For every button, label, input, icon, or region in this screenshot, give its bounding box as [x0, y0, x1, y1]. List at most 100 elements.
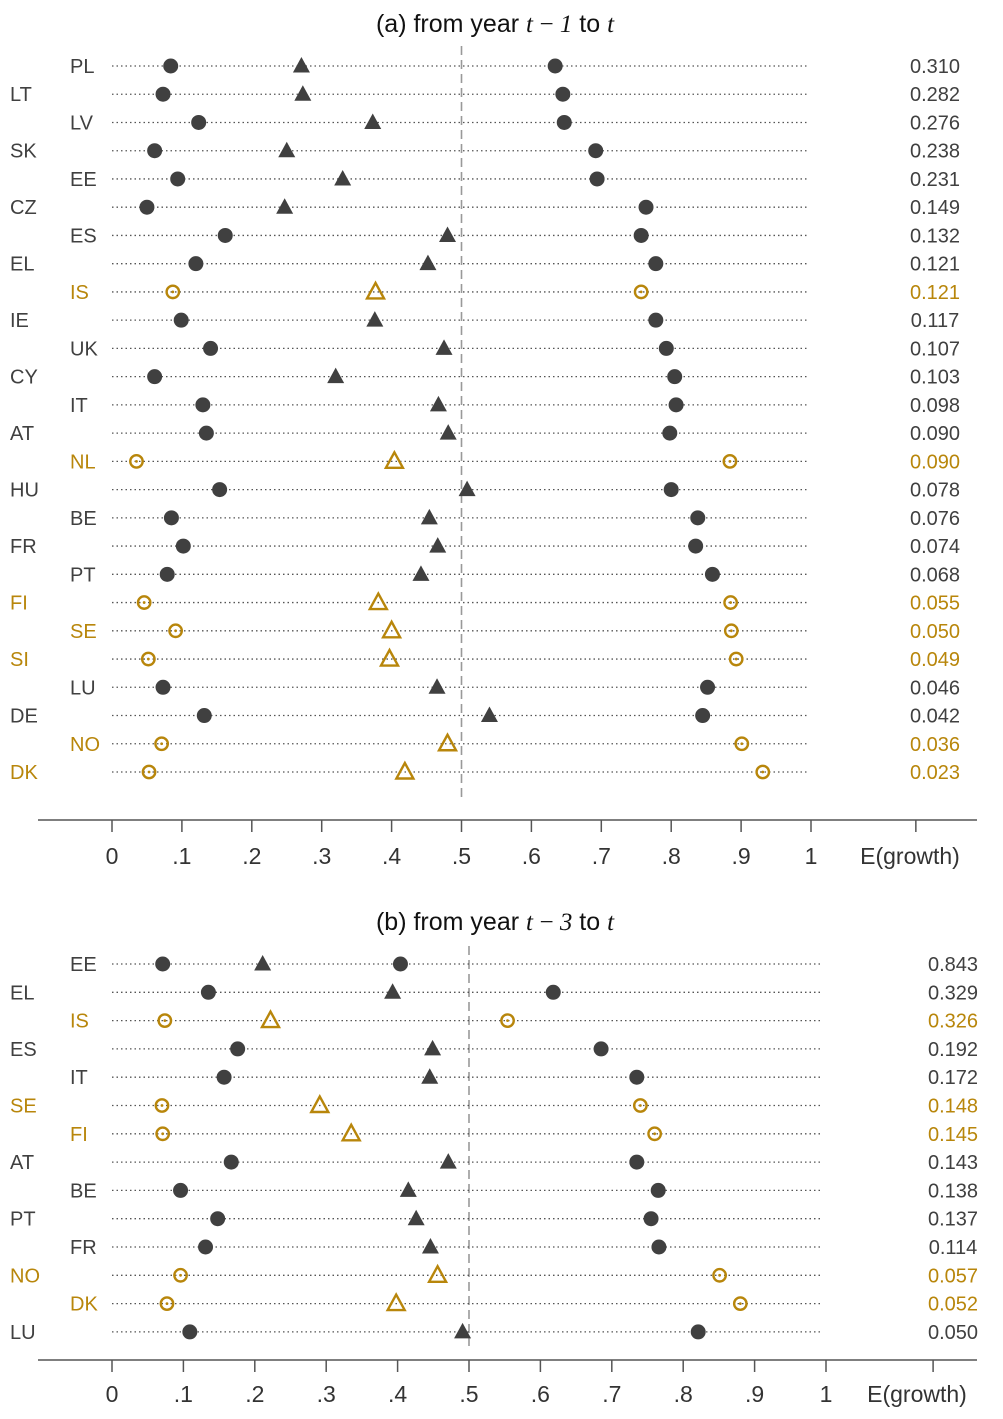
low-point-center — [179, 1273, 182, 1277]
row-at: AT 0.143 — [10, 1152, 978, 1174]
low-point — [173, 312, 189, 328]
low-point-center — [161, 1132, 165, 1136]
mid-point — [340, 1122, 362, 1142]
value-label: 0.149 — [910, 197, 960, 219]
country-label: UK — [70, 338, 98, 360]
row-hu: HU 0.078 — [10, 480, 960, 502]
high-point — [662, 425, 678, 441]
high-point — [723, 595, 739, 610]
row-es: ES 0.132 — [70, 225, 960, 247]
country-label: ES — [70, 225, 97, 247]
x-tick-label: .8 — [674, 1381, 693, 1407]
mid-point — [309, 1094, 331, 1114]
value-label: 0.117 — [911, 310, 960, 332]
low-point — [200, 984, 216, 1000]
mid-point — [254, 955, 272, 971]
x-tick-label: .5 — [452, 843, 471, 869]
title-end: t — [607, 909, 615, 936]
high-point — [668, 397, 684, 413]
row-pl: PL 0.310 — [70, 56, 960, 78]
x-tick-label: .8 — [662, 843, 681, 869]
row-si: SI 0.049 — [10, 647, 960, 671]
row-lu: LU 0.050 — [10, 1322, 978, 1344]
low-point — [159, 566, 175, 582]
high-point — [632, 1098, 648, 1113]
high-point — [722, 453, 738, 469]
low-point — [163, 58, 179, 74]
x-tick-label: .2 — [242, 843, 261, 869]
low-point — [147, 369, 163, 385]
value-label: 0.103 — [910, 367, 960, 389]
country-label: IT — [70, 395, 88, 417]
low-point — [217, 227, 233, 243]
x-axis-label: E(growth) — [860, 843, 960, 869]
row-de: DE 0.042 — [10, 706, 960, 728]
value-label: 0.238 — [910, 141, 960, 163]
country-label: ES — [10, 1039, 37, 1061]
high-point — [695, 708, 711, 724]
high-point — [648, 312, 664, 328]
country-label: CZ — [10, 197, 37, 219]
low-point-center — [165, 1302, 169, 1305]
country-label: PT — [70, 564, 96, 586]
low-point — [136, 595, 152, 610]
value-label: 0.145 — [928, 1124, 978, 1146]
country-label: NO — [10, 1265, 40, 1287]
row-fr: FR 0.114 — [70, 1237, 977, 1259]
low-point — [154, 736, 170, 752]
x-tick-label: 1 — [805, 843, 818, 869]
value-label: 0.023 — [910, 762, 960, 784]
value-label: 0.036 — [910, 734, 960, 756]
value-label: 0.090 — [910, 451, 960, 473]
country-label: LV — [70, 112, 94, 134]
mid-point — [421, 1068, 439, 1084]
high-point — [633, 284, 649, 300]
value-label: 0.310 — [910, 56, 960, 78]
value-label: 0.114 — [929, 1237, 978, 1259]
mid-point — [412, 565, 430, 581]
row-nl: NL 0.090 — [70, 449, 960, 473]
mid-point — [435, 339, 453, 355]
title-prefix: (b) from year — [376, 908, 526, 936]
x-tick-label: .3 — [312, 843, 331, 869]
mid-point — [292, 57, 310, 73]
x-tick-label: .9 — [732, 843, 751, 869]
value-label: 0.132 — [910, 225, 960, 247]
row-pt: PT 0.137 — [10, 1209, 978, 1231]
value-label: 0.329 — [928, 982, 978, 1004]
country-label: CY — [10, 367, 38, 389]
mid-point — [439, 424, 457, 440]
mid-point — [420, 508, 438, 525]
row-it: IT 0.098 — [70, 395, 960, 417]
low-point-center — [160, 1104, 164, 1107]
row-el: EL 0.329 — [10, 982, 978, 1004]
high-point — [690, 510, 706, 526]
country-label: AT — [10, 1152, 34, 1174]
high-point-center — [740, 742, 744, 746]
high-point — [732, 1296, 748, 1312]
x-tick-label: .7 — [602, 1381, 621, 1407]
low-point-center — [147, 770, 151, 774]
mid-point — [421, 1238, 439, 1254]
high-point-center — [639, 290, 643, 294]
low-point — [191, 114, 207, 130]
row-is: IS 0.121 — [70, 280, 960, 304]
country-label: EL — [10, 982, 34, 1004]
row-es: ES 0.192 — [10, 1039, 978, 1061]
value-label: 0.050 — [910, 621, 960, 643]
low-point — [159, 1296, 175, 1312]
country-label: SE — [70, 621, 97, 643]
row-fi: FI 0.055 — [10, 591, 960, 615]
country-label: IT — [70, 1067, 88, 1089]
high-point-center — [728, 459, 732, 463]
mid-point — [429, 395, 447, 412]
row-lu: LU 0.046 — [70, 677, 960, 699]
high-point — [712, 1267, 728, 1283]
value-label: 0.138 — [928, 1180, 978, 1202]
low-point — [170, 171, 186, 187]
high-point — [728, 651, 744, 667]
high-point-center — [718, 1273, 722, 1277]
value-label: 0.843 — [928, 954, 978, 976]
row-uk: UK 0.107 — [70, 338, 960, 360]
